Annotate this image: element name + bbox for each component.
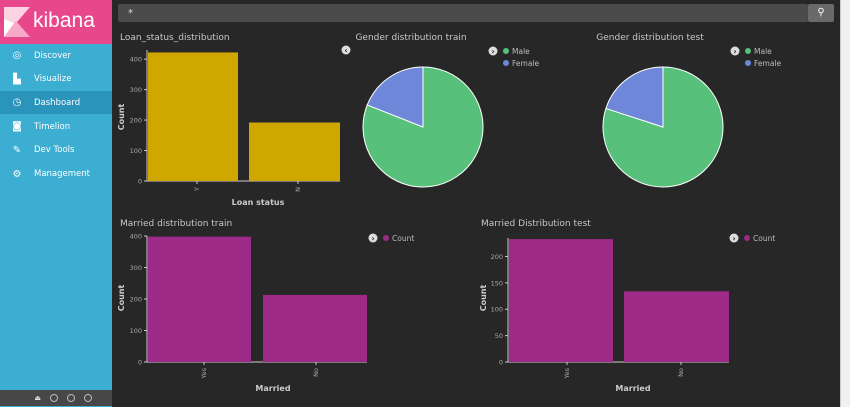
search-input[interactable]: *: [118, 4, 808, 22]
legend-label[interactable]: Count: [753, 234, 775, 243]
eject-icon[interactable]: ⏏: [34, 394, 41, 402]
bar-chart-icon: ▙: [13, 73, 21, 85]
y-tick-label: 100: [491, 306, 503, 314]
legend-label[interactable]: Count: [392, 234, 414, 243]
sidebar-item-discover[interactable]: ◎ Discover: [0, 44, 112, 67]
bar-no[interactable]: [624, 291, 729, 362]
search-button[interactable]: ⚲: [808, 4, 834, 22]
sidebar-item-visualize[interactable]: ▙ Visualize: [0, 68, 112, 91]
sidebar-item-dev-tools[interactable]: ✎ Dev Tools: [0, 139, 112, 162]
sidebar: kibana ◎ Discover ▙ Visualize ◷ Dashboard ◙ Tim…: [0, 0, 112, 407]
bar-n[interactable]: [249, 122, 340, 181]
scrollbar[interactable]: [840, 0, 850, 407]
chevron-right-icon: ›: [491, 47, 494, 56]
y-tick-label: 0: [138, 359, 142, 367]
y-tick-label: 400: [130, 56, 142, 64]
y-tick-label: 150: [491, 279, 503, 287]
sidebar-item-label: Dashboard: [34, 97, 81, 108]
legend-label[interactable]: Female: [754, 59, 782, 68]
legend-label[interactable]: Male: [754, 47, 772, 56]
y-tick-label: 400: [130, 233, 142, 241]
x-axis-label: Married: [615, 384, 650, 393]
x-tick-label: No: [312, 368, 320, 377]
sidebar-item-label: Dev Tools: [34, 145, 75, 156]
circle-button[interactable]: [67, 394, 75, 402]
legend-toggle-icon[interactable]: [730, 46, 740, 56]
bar-yes[interactable]: [148, 236, 251, 362]
legend-swatch: [745, 60, 751, 66]
y-tick-label: 100: [130, 147, 142, 155]
x-axis-label: Loan status: [232, 198, 285, 207]
bar-yes[interactable]: [509, 239, 613, 362]
x-tick-label: Yes: [563, 367, 571, 379]
legend-swatch: [503, 60, 509, 66]
sidebar-item-label: Visualize: [34, 74, 72, 85]
y-tick-label: 300: [130, 264, 142, 272]
pie-slice-female[interactable]: [605, 66, 664, 128]
timelion-icon: ◙: [12, 121, 22, 133]
x-tick-label: No: [677, 368, 685, 377]
sidebar-item-label: Management: [34, 169, 90, 179]
legend-label[interactable]: Female: [512, 59, 540, 68]
legend-swatch: [503, 48, 509, 54]
chevron-right-icon: ›: [733, 47, 736, 56]
gear-icon: ⚙: [12, 168, 22, 180]
compass-icon: ◎: [12, 50, 22, 61]
y-tick-label: 200: [130, 296, 142, 304]
pie-slice-female[interactable]: [366, 66, 424, 128]
sidebar-item-management[interactable]: ⚙ Management: [0, 163, 112, 186]
y-tick-label: 0: [499, 359, 503, 367]
chart-title: Gender distribution test: [596, 33, 704, 43]
sidebar-item-label: Discover: [34, 50, 71, 61]
legend-swatch: [383, 235, 389, 241]
y-axis-label: Count: [117, 285, 126, 312]
chart-title: Married distribution train: [120, 219, 232, 229]
y-axis-label: Count: [479, 285, 488, 312]
legend-toggle-icon[interactable]: [341, 45, 351, 55]
x-axis-label: Married: [255, 384, 290, 393]
chart-title: Gender distribution train: [355, 33, 466, 43]
chart-title: Loan_status_distribution: [120, 33, 230, 43]
x-tick-label: N: [294, 187, 302, 192]
x-tick-label: Y: [193, 187, 201, 192]
sidebar-item-label: Timelion: [34, 121, 71, 132]
sidebar-item-timelion[interactable]: ◙ Timelion: [0, 115, 112, 138]
x-tick-label: Yes: [200, 367, 208, 379]
chart-title: Married Distribution test: [481, 219, 591, 229]
legend-label[interactable]: Male: [512, 47, 530, 56]
y-tick-label: 0: [138, 178, 142, 186]
y-tick-label: 50: [495, 332, 503, 340]
bottom-bar: ⏏: [0, 390, 112, 406]
bar-y[interactable]: [148, 52, 238, 181]
y-axis-label: Count: [117, 104, 126, 131]
chevron-left-icon: ‹: [344, 46, 347, 55]
legend-swatch: [744, 235, 750, 241]
dashboard-icon: ◷: [12, 97, 22, 109]
sidebar-item-dashboard[interactable]: ◷ Dashboard: [0, 91, 112, 115]
chevron-right-icon: ›: [371, 234, 374, 243]
circle-button[interactable]: [84, 394, 92, 402]
kibana-logo[interactable]: kibana: [0, 0, 112, 44]
y-tick-label: 200: [491, 253, 503, 261]
bar-no[interactable]: [263, 294, 367, 362]
y-tick-label: 300: [130, 86, 142, 94]
brand-name: kibana: [33, 9, 95, 32]
kibana-logo-icon: [4, 7, 30, 37]
circle-button[interactable]: [50, 394, 58, 402]
legend-toggle-icon[interactable]: [368, 233, 378, 243]
chevron-right-icon: ›: [732, 234, 735, 243]
legend-swatch: [745, 48, 751, 54]
y-tick-label: 100: [130, 327, 142, 335]
search-icon: ⚲: [817, 7, 825, 18]
legend-toggle-icon[interactable]: [488, 46, 498, 56]
legend-toggle-icon[interactable]: [729, 233, 739, 243]
wrench-icon: ✎: [12, 144, 22, 156]
pie-slice-male[interactable]: [602, 66, 724, 188]
y-tick-label: 200: [130, 117, 142, 125]
